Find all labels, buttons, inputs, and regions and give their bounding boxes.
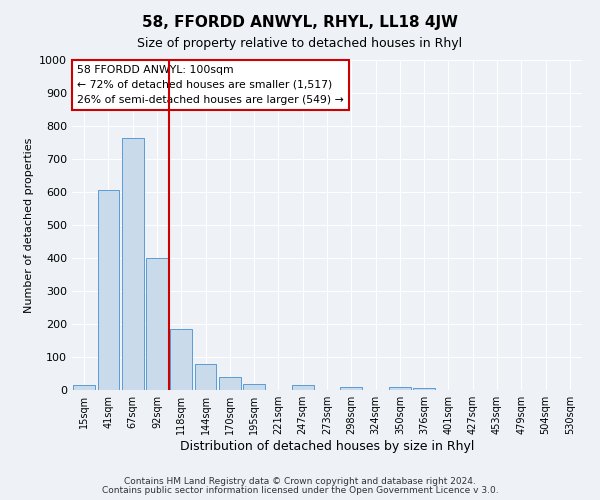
Bar [243,384,265,390]
Text: 58, FFORDD ANWYL, RHYL, LL18 4JW: 58, FFORDD ANWYL, RHYL, LL18 4JW [142,15,458,30]
Bar [292,385,314,390]
Text: Contains public sector information licensed under the Open Government Licence v : Contains public sector information licen… [101,486,499,495]
Bar [194,364,217,390]
Bar [340,386,362,390]
Bar [146,258,168,390]
Bar [219,378,241,390]
Bar [97,190,119,390]
Bar [73,385,95,390]
Text: Contains HM Land Registry data © Crown copyright and database right 2024.: Contains HM Land Registry data © Crown c… [124,477,476,486]
Text: 58 FFORDD ANWYL: 100sqm
← 72% of detached houses are smaller (1,517)
26% of semi: 58 FFORDD ANWYL: 100sqm ← 72% of detache… [77,65,344,104]
X-axis label: Distribution of detached houses by size in Rhyl: Distribution of detached houses by size … [180,440,474,453]
Y-axis label: Number of detached properties: Number of detached properties [23,138,34,312]
Bar [389,386,411,390]
Bar [170,329,192,390]
Text: Size of property relative to detached houses in Rhyl: Size of property relative to detached ho… [137,38,463,51]
Bar [122,138,143,390]
Bar [413,388,435,390]
